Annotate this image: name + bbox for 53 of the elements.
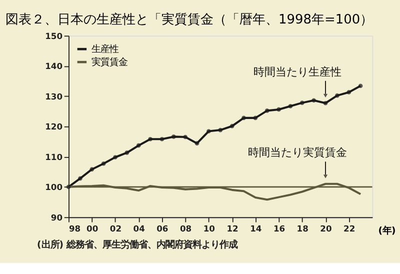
point [78, 176, 82, 181]
point [276, 107, 281, 112]
y-tick-label: 140 [45, 61, 63, 72]
point [312, 98, 316, 103]
point [335, 93, 340, 98]
x-tick-label: 18 [296, 224, 309, 234]
point [101, 161, 106, 166]
point [113, 155, 118, 160]
x-tick-label: 22 [344, 224, 356, 234]
x-tick-label: 02 [110, 224, 122, 234]
y-tick-label: 110 [45, 152, 63, 162]
annotation: 時間当たり実質賃金 [248, 146, 348, 160]
legend-label: 生産性 [92, 44, 119, 55]
x-tick-label: 10 [203, 224, 216, 234]
x-tick-label: 04 [133, 224, 146, 234]
x-tick-label: 06 [156, 224, 168, 234]
x-tick-label: 16 [273, 224, 286, 234]
point [206, 129, 211, 134]
point [242, 116, 246, 120]
point [288, 104, 293, 108]
point [194, 141, 200, 146]
x-tick-label: 08 [180, 224, 192, 234]
point [300, 100, 304, 105]
x-tick-label: 12 [226, 224, 239, 234]
point [90, 167, 94, 172]
chart-title: 図表２、日本の生産性と「実質賃金（「暦年、1998年=100） [6, 12, 374, 28]
point [346, 90, 352, 94]
point [171, 134, 176, 139]
x-axis-title: (年) [378, 225, 396, 236]
y-tick-label: 130 [45, 91, 63, 102]
y-tick-label: 90 [50, 212, 63, 222]
y-tick-label: 150 [45, 30, 63, 41]
point [358, 84, 363, 88]
point [264, 108, 270, 113]
point [183, 134, 188, 140]
point [160, 136, 164, 142]
x-tick-label: 20 [320, 224, 332, 234]
point [253, 116, 258, 120]
point [66, 184, 71, 190]
x-tick-label: 14 [250, 224, 262, 234]
legend-label: 実質賃金 [92, 56, 128, 68]
point [124, 150, 130, 155]
text: (出所) 総務省、厚生労働省、内閣府資料より作成 [37, 240, 238, 251]
point [230, 124, 234, 128]
y-tick-label: 120 [45, 122, 63, 132]
point [148, 136, 152, 142]
point [218, 128, 223, 132]
x-tick-label: 98 [68, 224, 81, 234]
annotation: 時間当たり生産性 [254, 65, 342, 78]
x-tick-label: 00 [86, 224, 98, 234]
point [136, 143, 141, 148]
point [323, 100, 328, 106]
y-tick-label: 100 [45, 182, 63, 192]
